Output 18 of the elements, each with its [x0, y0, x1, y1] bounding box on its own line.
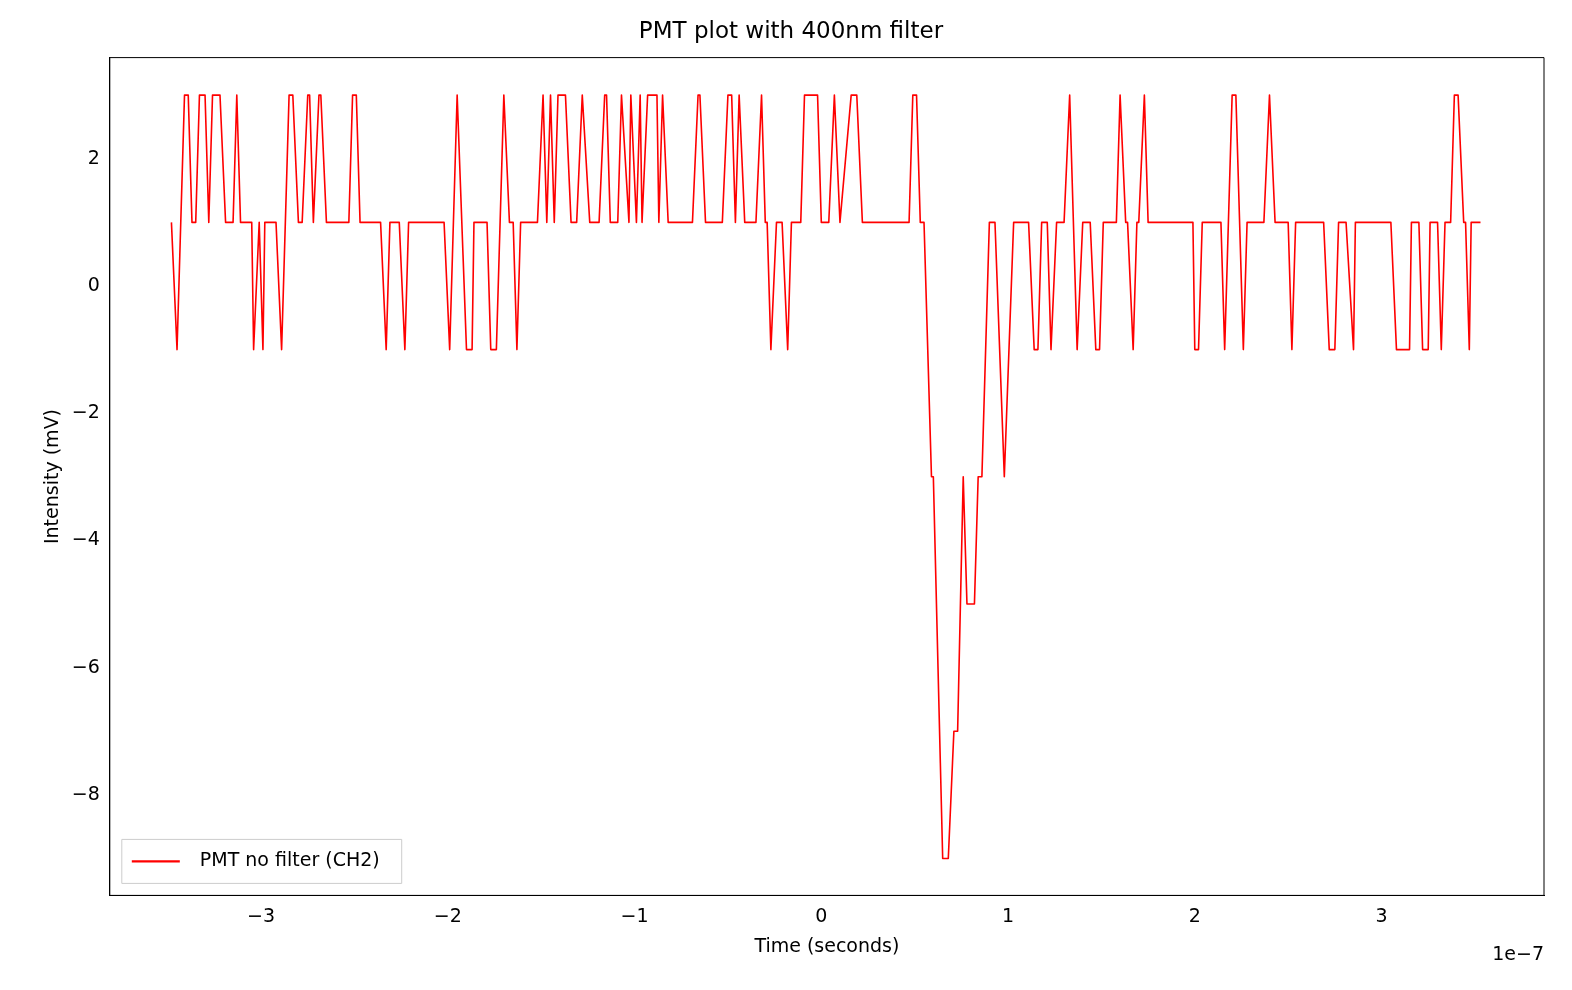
y-tick-label: −8 [71, 781, 100, 804]
legend-label: PMT no filter (CH2) [199, 848, 380, 871]
x-tick-label: 3 [1375, 903, 1388, 926]
y-tick-label: −2 [71, 400, 100, 423]
y-tick-label: 2 [87, 145, 100, 168]
x-tick-label: 2 [1188, 903, 1201, 926]
y-axis-title: Intensity (mV) [40, 408, 63, 545]
x-tick-label: 0 [815, 903, 828, 926]
text: 1e−7 [1492, 941, 1544, 964]
y-tick-label: −4 [71, 527, 100, 550]
x-tick-label: 1 [1002, 903, 1015, 926]
y-tick-label: −6 [71, 654, 100, 677]
x-tick-label: −2 [433, 903, 462, 926]
x-tick-label: −3 [247, 903, 276, 926]
chart-title: PMT plot with 400nm filter [638, 16, 944, 43]
x-axis-title: Time (seconds) [753, 933, 900, 956]
x-tick-label: −1 [620, 903, 649, 926]
y-tick-label: 0 [87, 272, 100, 295]
